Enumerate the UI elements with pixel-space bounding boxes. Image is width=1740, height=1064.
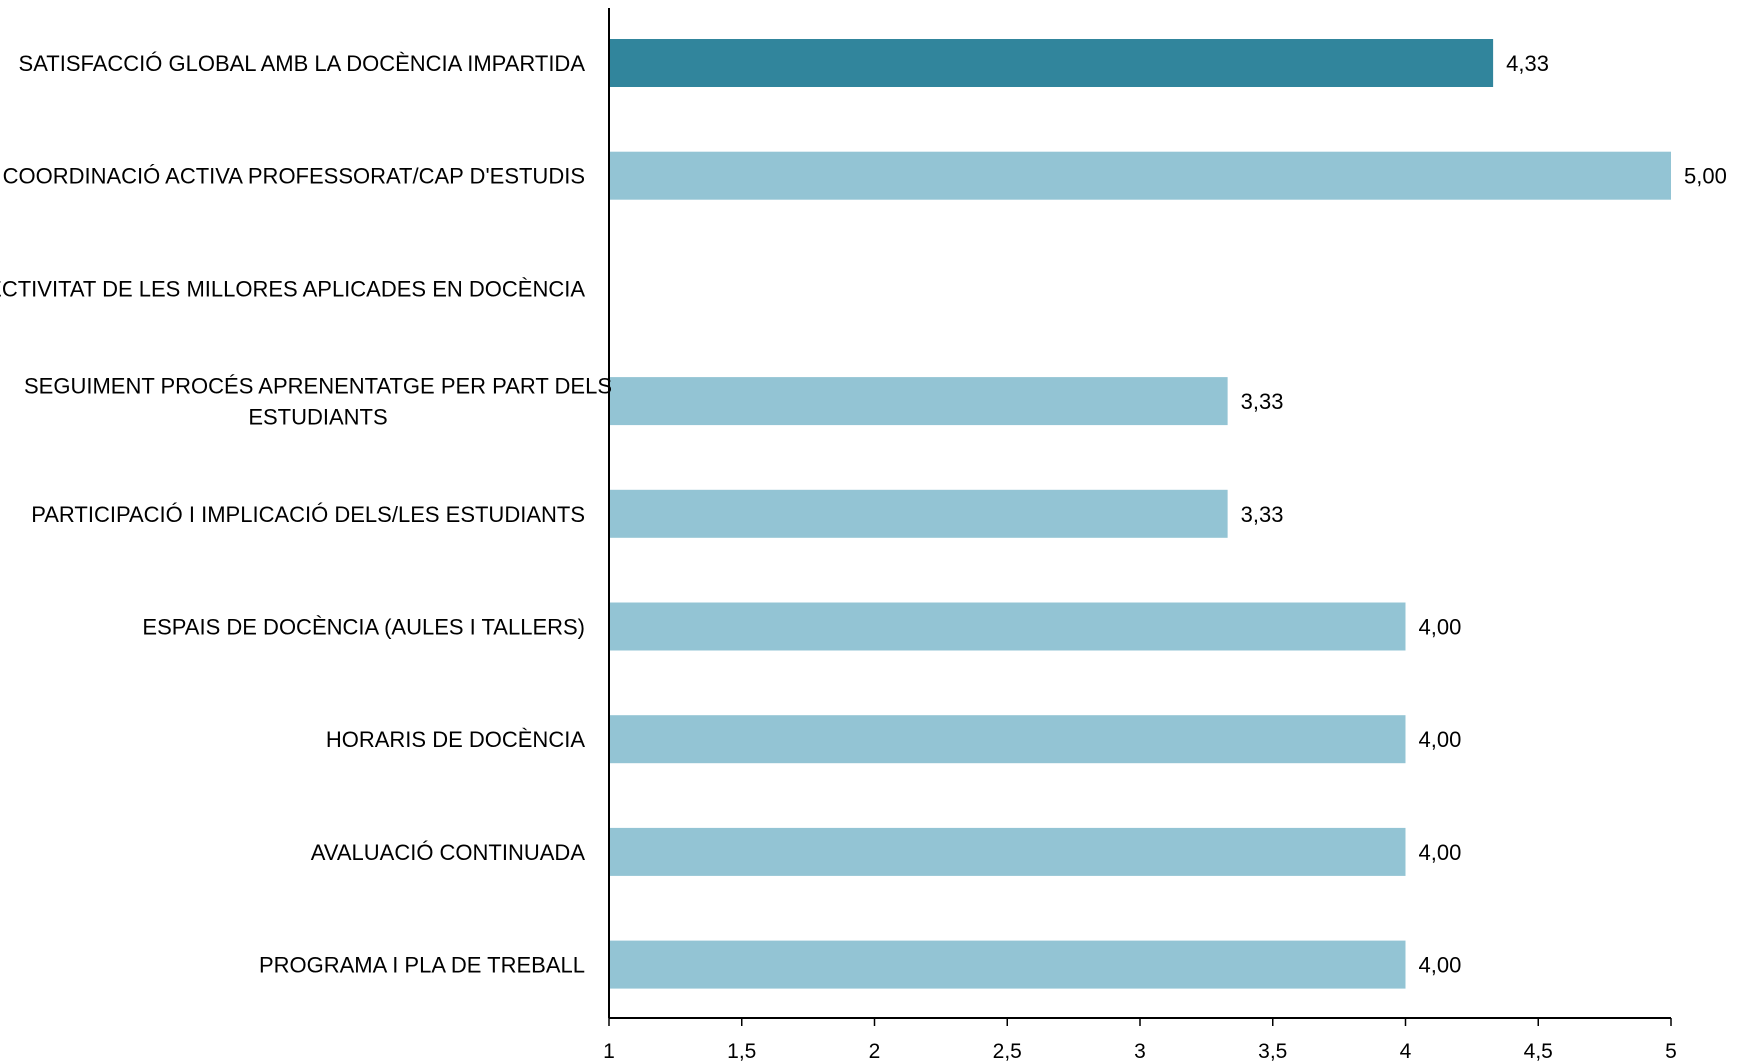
category-label: PROGRAMA I PLA DE TREBALL — [259, 953, 585, 978]
category-label: ESPAIS DE DOCÈNCIA (AULES I TALLERS) — [142, 615, 585, 640]
category-label: PARTICIPACIÓ I IMPLICACIÓ DELS/LES ESTUD… — [31, 502, 585, 527]
category-labels-group: SATISFACCIÓ GLOBAL AMB LA DOCÈNCIA IMPAR… — [0, 51, 612, 978]
x-tick-label: 2 — [869, 1040, 881, 1063]
bar — [609, 940, 1406, 989]
bar — [609, 39, 1494, 87]
category-label-line: SATISFACCIÓ GLOBAL AMB LA DOCÈNCIA IMPAR… — [19, 51, 586, 76]
axes-group: 1 1,5 2 2,5 3 3,5 4 4,5 5 — [603, 8, 1677, 1063]
category-label: SATISFACCIÓ GLOBAL AMB LA DOCÈNCIA IMPAR… — [19, 51, 586, 76]
value-label: 4,00 — [1419, 840, 1462, 865]
value-label: 4,33 — [1506, 51, 1549, 76]
x-tick-label: 3,5 — [1258, 1040, 1287, 1063]
bar — [609, 602, 1406, 651]
category-label-line: COORDINACIÓ ACTIVA PROFESSORAT/CAP D'EST… — [3, 164, 585, 189]
category-label: COORDINACIÓ ACTIVA PROFESSORAT/CAP D'EST… — [3, 164, 585, 189]
x-tick-label: 4 — [1400, 1040, 1412, 1063]
category-label: EFECTIVITAT DE LES MILLORES APLICADES EN… — [0, 276, 585, 301]
value-label: 3,33 — [1241, 502, 1284, 527]
category-label: AVALUACIÓ CONTINUADA — [311, 840, 586, 865]
bar — [609, 489, 1228, 538]
x-tick-label: 1 — [603, 1040, 615, 1063]
bar — [609, 151, 1671, 200]
x-tick-label: 1,5 — [727, 1040, 756, 1063]
x-tick-label: 3 — [1134, 1040, 1146, 1063]
x-tick-label: 2,5 — [993, 1040, 1022, 1063]
bar — [609, 827, 1406, 876]
x-tick-label: 4,5 — [1524, 1040, 1553, 1063]
category-label-line: ESPAIS DE DOCÈNCIA (AULES I TALLERS) — [142, 615, 585, 640]
category-label: SEGUIMENT PROCÉS APRENENTATGE PER PART D… — [24, 374, 612, 430]
bar — [609, 715, 1406, 764]
category-label-line: AVALUACIÓ CONTINUADA — [311, 840, 586, 865]
value-label: 4,00 — [1419, 727, 1462, 752]
category-label-line: EFECTIVITAT DE LES MILLORES APLICADES EN… — [0, 276, 585, 301]
bar — [609, 377, 1228, 426]
category-label: HORARIS DE DOCÈNCIA — [326, 727, 585, 752]
bars-group — [609, 39, 1671, 989]
value-label: 5,00 — [1684, 164, 1727, 189]
category-label-line: PARTICIPACIÓ I IMPLICACIÓ DELS/LES ESTUD… — [31, 502, 585, 527]
category-label-line: ESTUDIANTS — [248, 405, 387, 430]
value-label: 4,00 — [1419, 615, 1462, 640]
category-label-line: SEGUIMENT PROCÉS APRENENTATGE PER PART D… — [24, 374, 612, 399]
value-labels-group: 4,33 5,00 3,33 3,33 4,00 4,00 4,00 4,00 — [1241, 51, 1727, 978]
value-label: 3,33 — [1241, 389, 1284, 414]
category-label-line: PROGRAMA I PLA DE TREBALL — [259, 953, 585, 978]
category-label-line: HORARIS DE DOCÈNCIA — [326, 727, 585, 752]
value-label: 4,00 — [1419, 953, 1462, 978]
x-tick-label: 5 — [1665, 1040, 1677, 1063]
